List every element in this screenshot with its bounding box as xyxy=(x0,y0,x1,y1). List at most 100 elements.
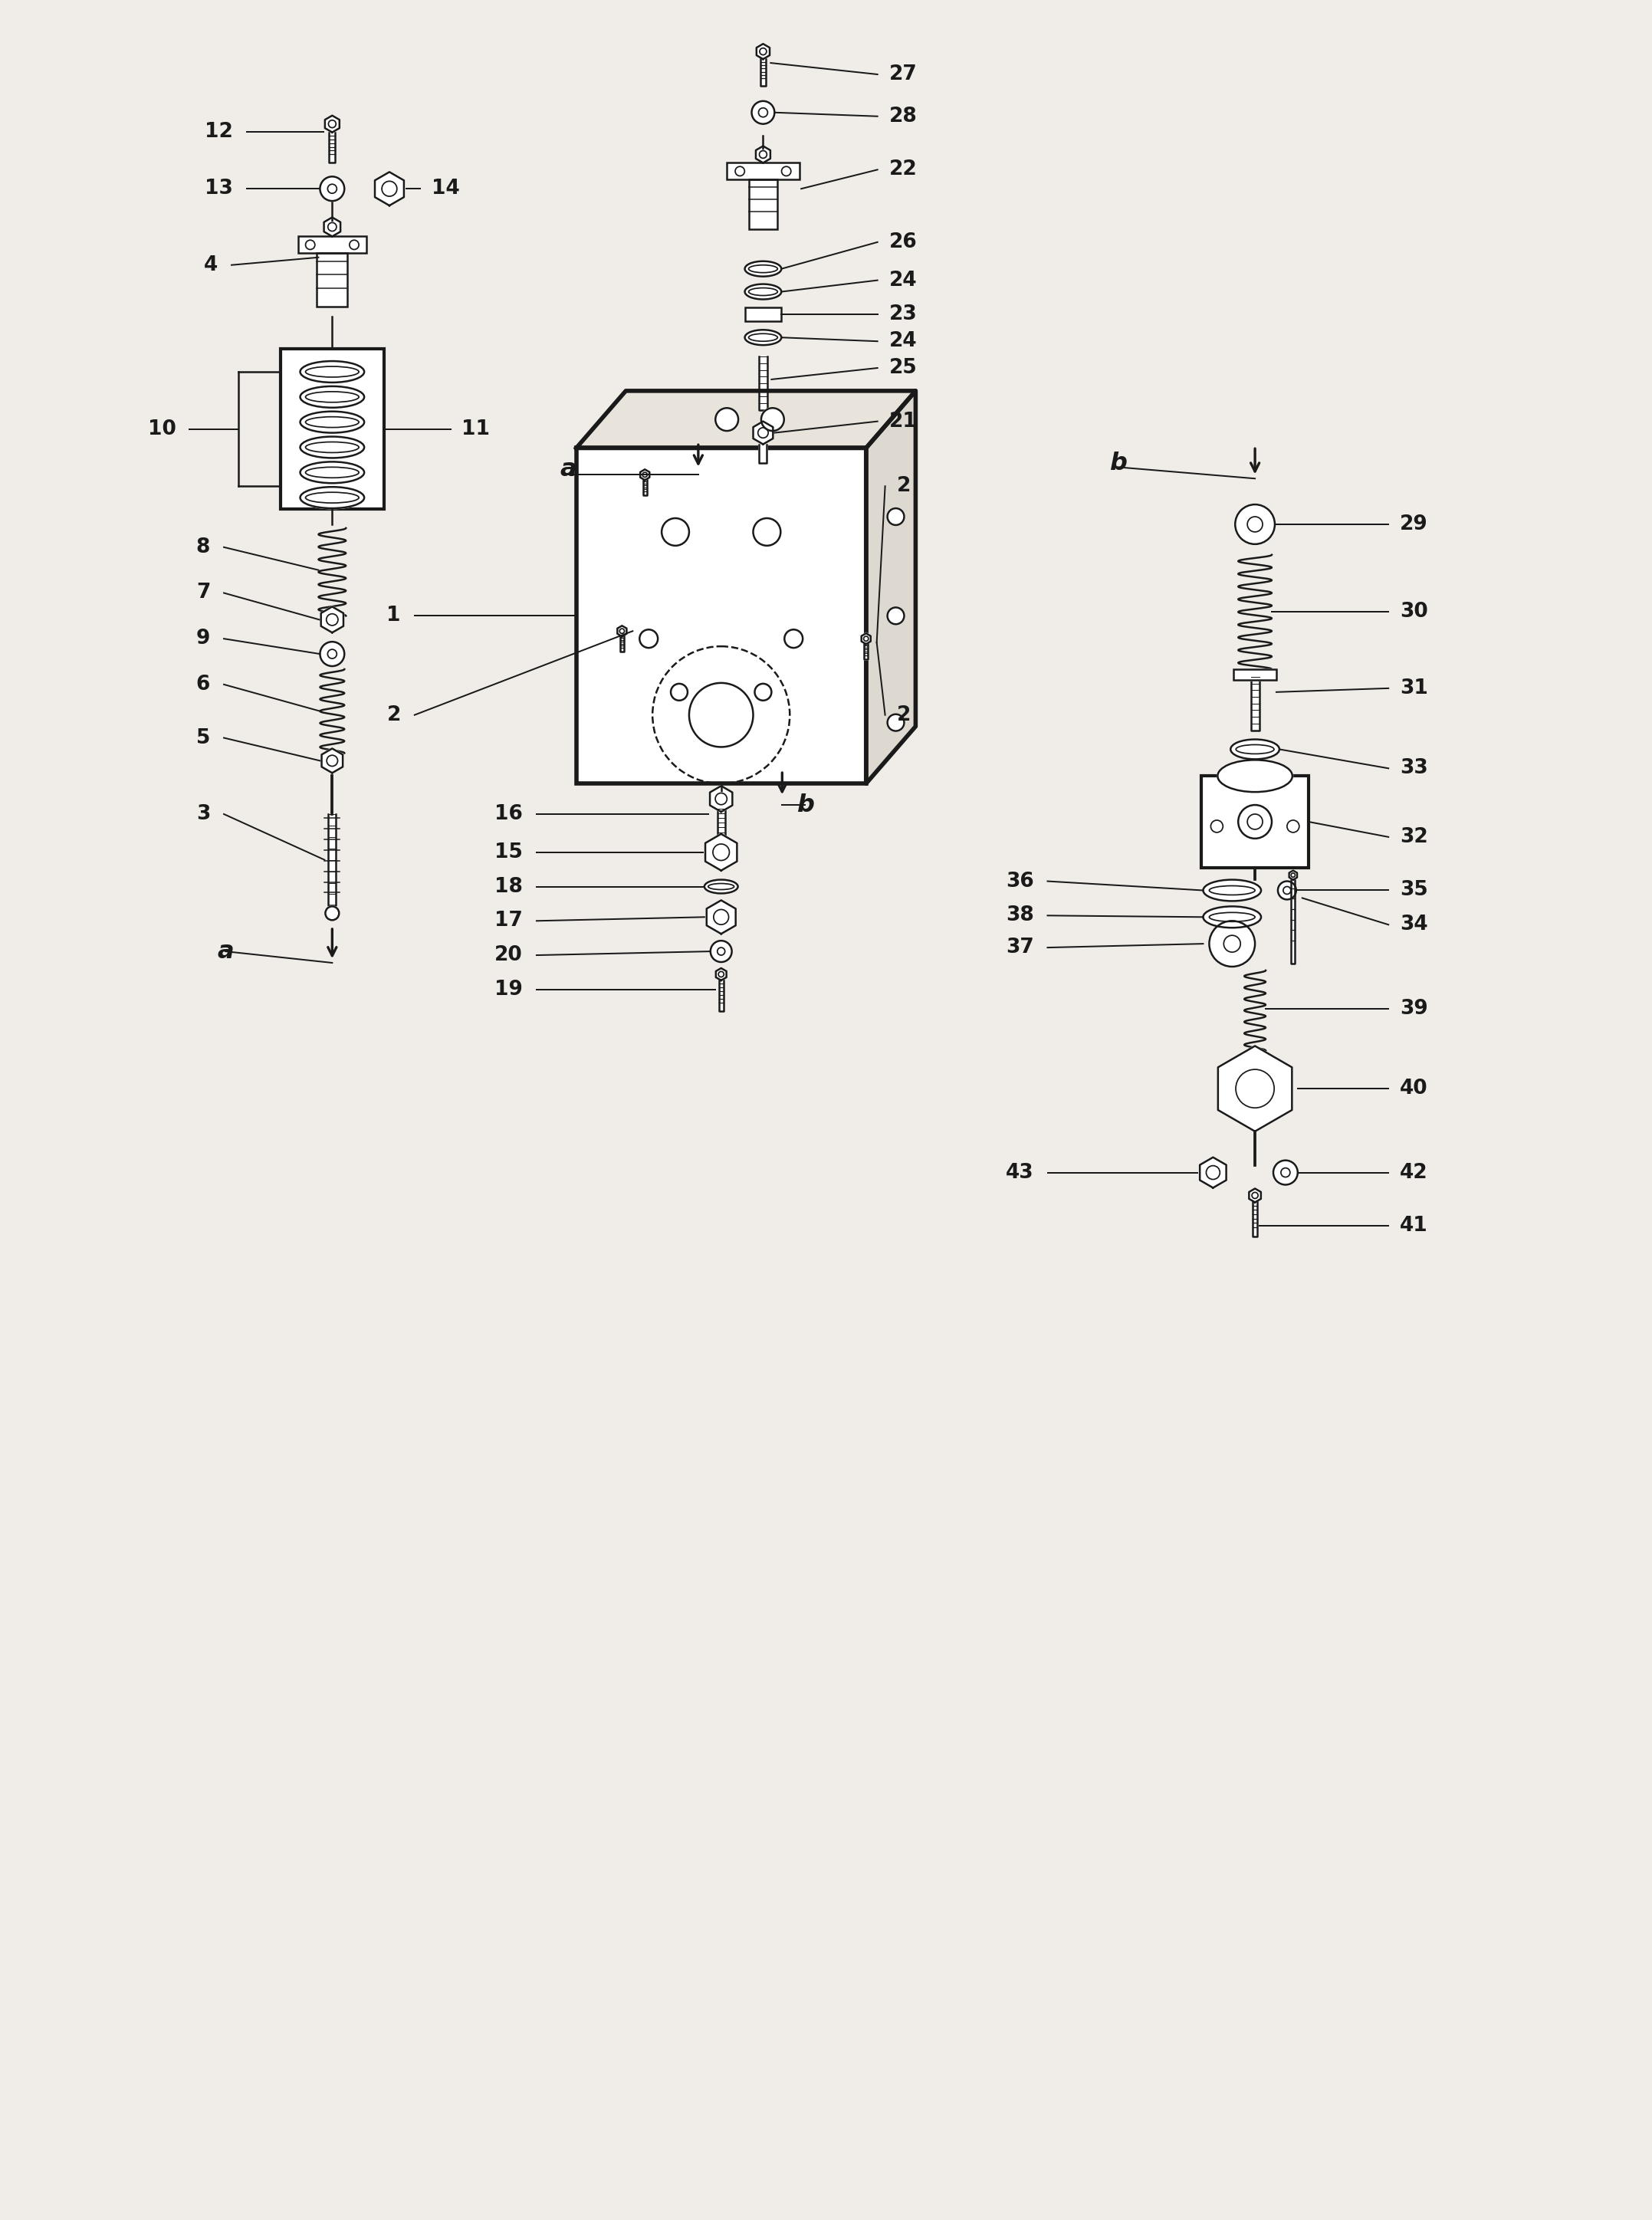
Text: 32: 32 xyxy=(1399,828,1427,848)
Text: 5: 5 xyxy=(197,728,210,748)
Circle shape xyxy=(1224,935,1241,952)
Circle shape xyxy=(327,184,337,193)
Text: 33: 33 xyxy=(1399,759,1427,779)
Circle shape xyxy=(1211,819,1222,832)
Circle shape xyxy=(715,793,727,804)
Text: 27: 27 xyxy=(889,64,917,84)
Polygon shape xyxy=(753,422,773,444)
Text: 25: 25 xyxy=(889,357,917,377)
Circle shape xyxy=(1279,881,1297,899)
Circle shape xyxy=(887,508,904,526)
Polygon shape xyxy=(757,147,770,162)
Bar xyxy=(329,815,335,906)
Circle shape xyxy=(639,630,657,648)
Ellipse shape xyxy=(748,289,778,295)
Text: 43: 43 xyxy=(1006,1163,1034,1183)
Circle shape xyxy=(327,613,339,626)
Text: 15: 15 xyxy=(494,841,522,861)
Circle shape xyxy=(327,650,337,659)
Circle shape xyxy=(755,684,771,702)
Circle shape xyxy=(382,182,396,195)
Text: a: a xyxy=(216,939,233,963)
Text: 16: 16 xyxy=(494,804,522,824)
Bar xyxy=(577,448,866,784)
Circle shape xyxy=(671,684,687,702)
Ellipse shape xyxy=(1236,744,1274,755)
Circle shape xyxy=(329,120,335,129)
Text: 24: 24 xyxy=(889,331,917,351)
Circle shape xyxy=(717,948,725,955)
Circle shape xyxy=(760,49,767,56)
Circle shape xyxy=(887,715,904,730)
Circle shape xyxy=(735,166,745,175)
Bar xyxy=(643,480,648,495)
Ellipse shape xyxy=(748,333,778,342)
Bar xyxy=(281,349,383,508)
Ellipse shape xyxy=(1209,912,1256,921)
Bar xyxy=(745,309,781,322)
Text: 8: 8 xyxy=(197,537,210,557)
Circle shape xyxy=(320,642,344,666)
Circle shape xyxy=(719,972,724,977)
Text: 2: 2 xyxy=(897,706,910,726)
Polygon shape xyxy=(707,901,735,935)
Circle shape xyxy=(714,844,730,861)
Ellipse shape xyxy=(1218,759,1292,793)
Bar xyxy=(745,309,781,322)
Bar xyxy=(717,799,725,837)
Circle shape xyxy=(327,755,337,766)
Ellipse shape xyxy=(1209,886,1256,895)
Text: 19: 19 xyxy=(494,979,522,999)
Bar xyxy=(297,235,367,253)
Polygon shape xyxy=(325,115,339,133)
Ellipse shape xyxy=(306,391,358,402)
Circle shape xyxy=(1206,1166,1219,1179)
Ellipse shape xyxy=(306,466,358,477)
Ellipse shape xyxy=(301,462,363,484)
Polygon shape xyxy=(866,391,915,784)
Text: 36: 36 xyxy=(1006,870,1034,890)
Text: 20: 20 xyxy=(494,946,522,966)
Text: 37: 37 xyxy=(1006,937,1034,957)
Bar xyxy=(748,180,778,229)
Polygon shape xyxy=(757,44,770,60)
Ellipse shape xyxy=(301,437,363,457)
Text: 30: 30 xyxy=(1399,602,1427,622)
Text: 6: 6 xyxy=(197,675,210,695)
Circle shape xyxy=(1236,1070,1274,1108)
Text: 2: 2 xyxy=(897,477,910,495)
Polygon shape xyxy=(320,606,344,633)
Text: 24: 24 xyxy=(889,271,917,291)
Text: 18: 18 xyxy=(494,877,522,897)
Text: 40: 40 xyxy=(1399,1079,1427,1099)
Circle shape xyxy=(715,408,738,431)
Circle shape xyxy=(327,222,337,231)
Ellipse shape xyxy=(748,264,778,273)
Text: a: a xyxy=(560,457,577,482)
Ellipse shape xyxy=(301,411,363,433)
Bar xyxy=(1234,668,1277,679)
Circle shape xyxy=(1236,504,1275,544)
Text: 34: 34 xyxy=(1399,915,1427,935)
Text: 39: 39 xyxy=(1399,999,1427,1019)
Ellipse shape xyxy=(301,362,363,382)
Circle shape xyxy=(662,517,689,546)
Bar xyxy=(620,637,624,653)
Bar xyxy=(1251,677,1259,730)
Ellipse shape xyxy=(1231,739,1279,759)
Circle shape xyxy=(1247,815,1262,830)
Text: 42: 42 xyxy=(1399,1163,1427,1183)
Bar xyxy=(760,60,767,87)
Circle shape xyxy=(320,178,344,202)
Circle shape xyxy=(620,628,624,633)
Circle shape xyxy=(1292,872,1295,877)
Bar xyxy=(1252,1203,1257,1237)
Bar xyxy=(317,253,347,306)
Ellipse shape xyxy=(745,262,781,278)
Bar xyxy=(329,133,335,162)
Circle shape xyxy=(1284,886,1290,895)
Polygon shape xyxy=(375,171,405,206)
Circle shape xyxy=(1239,806,1272,839)
Bar xyxy=(864,644,867,659)
Ellipse shape xyxy=(301,486,363,508)
